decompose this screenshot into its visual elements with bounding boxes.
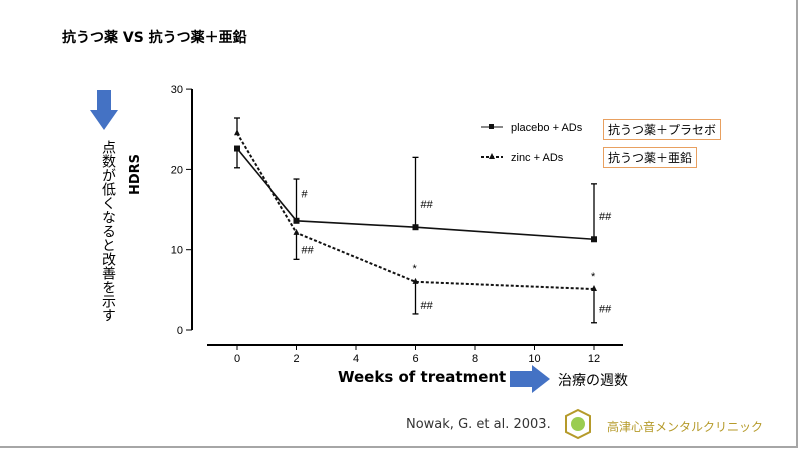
significance-mark: ## [599, 303, 612, 315]
x-tick-label: 0 [234, 353, 240, 365]
x-tick-label: 10 [528, 353, 540, 365]
clinic-name: 高津心音メンタルクリニック [607, 420, 764, 434]
data-point-placebo [591, 236, 597, 243]
data-point-placebo [234, 145, 240, 152]
legend-marker-triangle [489, 153, 495, 159]
clinic-logo-leaf-icon [571, 417, 585, 431]
significance-mark: # [302, 189, 309, 201]
legend-jp-placebo: 抗うつ薬＋プラセボ [603, 119, 722, 140]
significance-mark: ## [599, 211, 612, 223]
series-line-placebo [236, 148, 595, 241]
vertical-note: 点数が低くなると改善を示す [100, 140, 116, 322]
x-tick-label: 12 [588, 353, 600, 365]
data-point-zinc [293, 228, 300, 235]
significance-mark: ## [302, 245, 315, 257]
significance-mark: * [413, 263, 418, 275]
y-axis-label: HDRS [128, 153, 143, 195]
data-point-zinc [234, 129, 240, 136]
legend-jp-zinc: 抗うつ薬＋亜鉛 [603, 147, 698, 168]
y-tick-label: 0 [177, 325, 183, 337]
y-tick-label: 30 [171, 84, 183, 96]
x-axis-label: Weeks of treatment [338, 368, 507, 386]
x-tick-label: 8 [472, 353, 478, 365]
right-arrow-icon [510, 365, 550, 393]
citation: Nowak, G. et al. 2003. [406, 417, 551, 432]
legend-label: placebo + ADs [511, 122, 583, 134]
data-point-zinc [412, 277, 419, 284]
x-tick-label: 4 [353, 353, 359, 365]
legend-label: zinc + ADs [511, 152, 564, 164]
x-tick-label: 2 [293, 353, 299, 365]
significance-mark: ## [421, 300, 434, 312]
data-point-zinc [591, 285, 597, 292]
data-point-placebo [412, 224, 419, 231]
significance-mark: ## [421, 199, 434, 211]
slide-title: 抗うつ薬 VS 抗うつ薬＋亜鉛 [62, 30, 247, 46]
legend-marker-square [489, 124, 494, 129]
significance-mark: * [591, 271, 596, 283]
x-tick-label: 6 [412, 353, 418, 365]
x-axis-note: 治療の週数 [558, 373, 628, 389]
y-tick-label: 20 [171, 164, 183, 176]
y-tick-label: 10 [171, 245, 183, 257]
data-point-placebo [293, 217, 300, 224]
down-arrow-icon [90, 90, 118, 130]
series-line-zinc [236, 132, 595, 291]
